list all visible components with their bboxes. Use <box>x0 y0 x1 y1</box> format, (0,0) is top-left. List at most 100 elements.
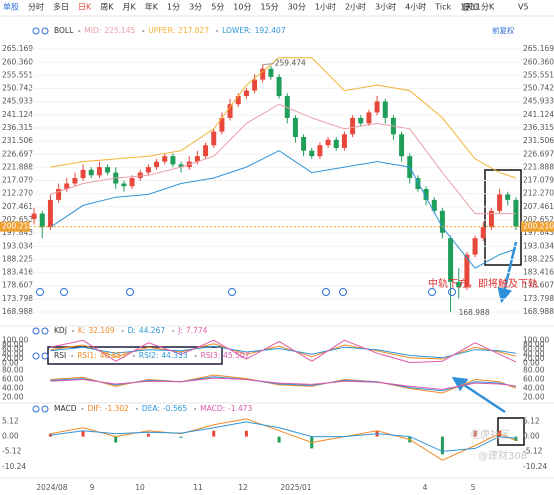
toolbar-item[interactable]: 1小时 <box>315 2 336 12</box>
y-tick-label: -10.24 <box>523 462 547 471</box>
candle-body <box>268 68 274 77</box>
x-tick-label: 9 <box>90 483 95 492</box>
event-icon[interactable] <box>228 288 236 296</box>
candle-body <box>88 169 94 176</box>
candle-body <box>219 117 225 132</box>
icon[interactable] <box>32 352 40 360</box>
y-tick-label: 5.12 <box>2 417 19 426</box>
toolbar-item[interactable]: 日K <box>78 3 92 12</box>
candle-body <box>309 150 315 157</box>
toolbar-item[interactable]: 年K <box>145 2 159 12</box>
icon[interactable] <box>32 327 40 335</box>
candle-body <box>80 169 86 179</box>
y-tick-label: 265.169 <box>2 44 33 53</box>
y-tick-label: 260.360 <box>523 57 554 66</box>
candle-body <box>358 117 364 124</box>
icon[interactable] <box>41 405 49 413</box>
candle-body <box>325 139 331 146</box>
high-pointer <box>262 63 274 66</box>
y-tick-label: 173.798 <box>2 294 33 303</box>
band-line <box>50 57 517 179</box>
macd-bar <box>440 436 444 455</box>
indicator-line <box>50 339 517 364</box>
toolbar-item[interactable]: 2小时 <box>345 2 366 12</box>
toolbar-item[interactable]: 1天:1分K <box>460 3 495 12</box>
y-tick-label: 80.00 <box>523 340 545 349</box>
arrow <box>451 376 506 414</box>
toolbar-item[interactable]: 叠加 <box>462 2 478 12</box>
toolbar-item[interactable]: 1分 <box>167 3 180 12</box>
event-icon[interactable] <box>36 288 44 296</box>
event-icon[interactable] <box>60 288 68 296</box>
candle-body <box>211 131 217 146</box>
legend-name: RSI3: <box>201 351 220 360</box>
candle-body <box>472 238 478 255</box>
toolbar-item[interactable]: 15分 <box>260 3 278 12</box>
toolbar-item[interactable]: 3小时 <box>375 2 396 12</box>
y-tick-label: 241.124 <box>523 110 554 119</box>
separator-dot <box>216 30 219 32</box>
price-tag <box>0 221 30 232</box>
candle-body <box>235 96 241 105</box>
icon[interactable] <box>32 27 40 35</box>
legend-name: MACD: <box>200 404 225 413</box>
toolbar-item[interactable]: 多日 <box>53 2 69 12</box>
event-icon[interactable] <box>448 288 456 296</box>
icon[interactable] <box>32 405 40 413</box>
separator-dot <box>172 330 175 332</box>
separator-dot <box>81 408 84 410</box>
y-tick-label: 0.00 <box>2 432 19 441</box>
candle-body <box>301 137 307 151</box>
event-icon[interactable] <box>126 288 134 296</box>
y-tick-label: 173.798 <box>523 294 554 303</box>
y-tick-label: 245.933 <box>2 97 33 106</box>
macd-bar <box>179 436 183 438</box>
toolbar-item[interactable]: Tick <box>434 3 451 12</box>
y-tick-label: -5.12 <box>523 447 543 456</box>
arrow <box>497 241 518 304</box>
y-tick-label: 250.742 <box>2 84 33 93</box>
icon[interactable] <box>41 352 49 360</box>
y-tick-label: 80.00 <box>2 366 24 375</box>
separator-dot <box>121 330 124 332</box>
candle-body <box>137 172 143 179</box>
icon[interactable] <box>41 327 49 335</box>
toolbar-item[interactable]: 10分 <box>233 3 251 12</box>
candle-body <box>382 101 388 118</box>
toolbar-item[interactable]: 5分 <box>211 3 224 12</box>
y-tick-label: 255.551 <box>523 70 554 79</box>
toolbar-item[interactable]: 单股 <box>3 2 19 12</box>
macd-bar <box>81 430 85 437</box>
adjust-button[interactable]: 前复权 <box>492 25 515 35</box>
toolbar-item[interactable]: V5 <box>518 3 529 12</box>
y-tick-label: 193.034 <box>523 241 554 250</box>
legend-value: 225.145 <box>104 26 135 35</box>
toolbar-item[interactable]: 4小时 <box>405 2 426 12</box>
toolbar-item[interactable]: 30分 <box>288 3 306 12</box>
indicator-line <box>50 377 516 390</box>
toolbar-item[interactable]: 周K <box>100 3 114 12</box>
price-tag-label: 200.210 <box>2 222 33 231</box>
y-tick-label: 202.652 <box>2 215 33 224</box>
separator-dot <box>142 30 145 32</box>
event-icon[interactable] <box>339 288 347 296</box>
candle-body <box>162 156 168 162</box>
y-tick-label: 40.00 <box>523 349 545 358</box>
event-icon[interactable] <box>428 288 436 296</box>
icon[interactable] <box>41 27 49 35</box>
legend-value: 217.827 <box>178 26 209 35</box>
legend-name: RSI1: <box>77 351 96 360</box>
y-tick-label: 20.00 <box>2 393 24 402</box>
indicator-name: RSI <box>54 351 66 360</box>
x-tick-label: 2025/01 <box>280 483 311 492</box>
candle-body <box>464 254 470 288</box>
y-tick-label: 5.12 <box>523 417 540 426</box>
y-tick-label: 100.00 <box>2 335 28 344</box>
toolbar-item[interactable]: 3分 <box>189 3 202 12</box>
y-tick-label: 0.00 <box>523 359 540 368</box>
toolbar-item[interactable]: 分时 <box>28 2 44 12</box>
y-tick-label: 188.225 <box>523 254 554 263</box>
y-tick-label: 100.00 <box>523 335 549 344</box>
toolbar-item[interactable]: 月K <box>123 3 137 12</box>
event-icon[interactable] <box>322 288 330 296</box>
